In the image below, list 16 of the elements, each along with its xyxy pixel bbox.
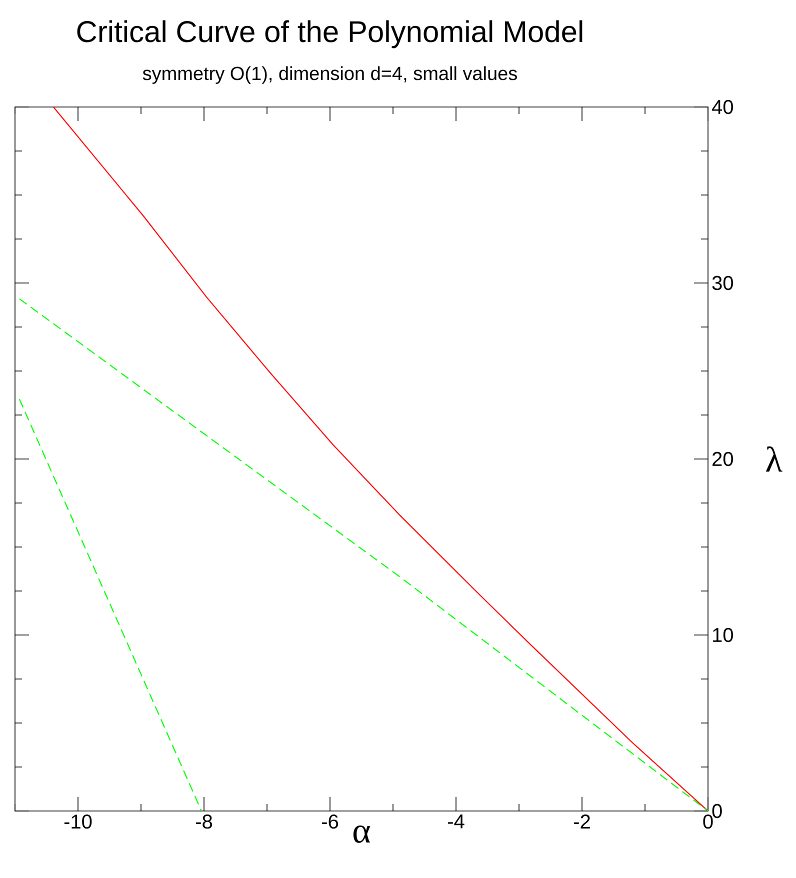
- x-tick-label: -4: [448, 814, 464, 828]
- x-tick-label: -6: [322, 814, 338, 829]
- y-tick-label: 30: [712, 276, 733, 290]
- chart-subtitle: symmetry O(1), dimension d=4, small values: [142, 66, 517, 84]
- y-axis-title: λ: [766, 446, 782, 472]
- x-tick-label: -10: [64, 814, 92, 829]
- y-tick-label: 20: [712, 452, 733, 466]
- y-tick-label: 0: [712, 804, 722, 818]
- y-tick-label: 40: [712, 100, 733, 114]
- line-series: [52, 106, 708, 811]
- chart-title: Critical Curve of the Polynomial Model: [77, 20, 582, 48]
- y-tick-label: 10: [713, 628, 733, 642]
- x-tick-label: -8: [196, 814, 212, 829]
- x-tick-label: -2: [574, 814, 590, 828]
- x-tick-label: 0: [703, 814, 713, 829]
- x-axis-title: α: [353, 826, 370, 843]
